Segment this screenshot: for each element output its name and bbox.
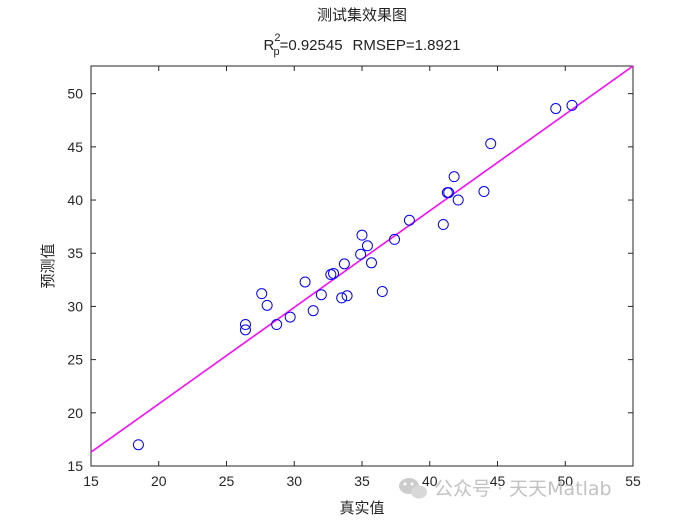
y-tick-label: 15 — [67, 458, 83, 474]
watermark: 公众号 · 天天Matlab — [399, 478, 612, 500]
y-axis-label: 预测值 — [39, 243, 57, 288]
data-point — [550, 103, 562, 115]
data-point — [239, 319, 251, 331]
data-point — [485, 138, 497, 150]
data-point — [478, 186, 490, 198]
data-point — [356, 229, 368, 241]
scatter-points — [132, 99, 578, 451]
watermark-text: 公众号 · 天天Matlab — [434, 478, 612, 500]
x-tick-label: 35 — [354, 473, 370, 489]
chart-subtitle: R2 p=0.92545 RMSEP=1.8921 — [263, 32, 460, 58]
x-axis-ticks: 15 20 25 30 35 40 45 50 55 — [83, 66, 641, 489]
data-point — [261, 299, 273, 311]
data-point — [315, 289, 327, 301]
data-point — [566, 99, 578, 111]
wechat-icon — [399, 478, 427, 499]
data-point — [336, 292, 348, 304]
r-squared-superscript: 2 — [274, 32, 280, 44]
x-tick-label: 20 — [151, 473, 167, 489]
y-tick-label: 50 — [67, 86, 83, 102]
r-squared-value: =0.92545 — [280, 37, 343, 54]
y-tick-label: 30 — [67, 298, 83, 314]
data-point — [437, 219, 449, 231]
x-tick-label: 25 — [219, 473, 235, 489]
data-point — [256, 288, 268, 300]
r-squared-symbol: R — [263, 37, 274, 54]
chart-title: 测试集效果图 — [317, 6, 407, 24]
data-point — [307, 305, 319, 317]
x-tick-label: 55 — [625, 473, 641, 489]
y-tick-label: 25 — [67, 352, 83, 368]
data-point — [341, 290, 353, 302]
r-squared-subscript: p — [273, 46, 279, 58]
data-point — [284, 311, 296, 323]
data-point — [271, 319, 283, 331]
data-point — [132, 439, 144, 451]
data-point — [338, 258, 350, 270]
data-point — [389, 233, 401, 245]
x-tick-label: 30 — [286, 473, 302, 489]
data-point — [361, 240, 373, 252]
data-point — [376, 286, 388, 298]
x-tick-label: 50 — [557, 473, 573, 489]
x-tick-label: 45 — [490, 473, 506, 489]
plot-area — [90, 65, 634, 467]
x-axis-label: 真实值 — [339, 499, 384, 517]
data-point — [328, 267, 340, 279]
data-point — [299, 276, 311, 288]
y-axis-ticks: 15 20 25 30 35 40 45 50 — [67, 86, 633, 474]
data-point — [452, 194, 464, 206]
y-tick-label: 35 — [67, 245, 83, 261]
y-tick-label: 20 — [67, 405, 83, 421]
data-point — [403, 214, 415, 226]
data-point — [239, 324, 251, 336]
y-tick-label: 40 — [67, 192, 83, 208]
x-tick-label: 40 — [422, 473, 438, 489]
y-tick-label: 45 — [67, 139, 83, 155]
data-point — [448, 171, 460, 183]
data-point — [443, 187, 455, 199]
data-point — [355, 248, 367, 260]
rmsep-value: RMSEP=1.8921 — [353, 37, 461, 54]
data-point — [365, 257, 377, 269]
x-tick-label: 15 — [83, 473, 99, 489]
